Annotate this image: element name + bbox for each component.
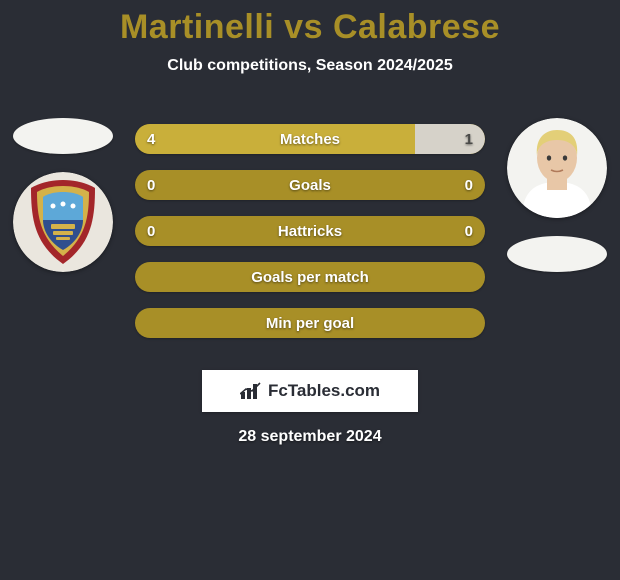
stat-row: Matches4 1 bbox=[135, 124, 485, 154]
bar-chart-icon bbox=[240, 382, 262, 400]
stat-label: Goals per match bbox=[135, 262, 485, 292]
left-player-column bbox=[8, 118, 118, 272]
date-label: 28 september 2024 bbox=[0, 428, 620, 446]
stat-value-left: 0 bbox=[147, 170, 155, 200]
stat-value-right: 0 bbox=[465, 170, 473, 200]
stat-bars: Matches41Goals00Hattricks00Goals per mat… bbox=[135, 124, 485, 354]
left-player-badge bbox=[13, 172, 113, 272]
page-title: Martinelli vs Calabrese bbox=[0, 0, 620, 47]
subtitle: Club competitions, Season 2024/2025 bbox=[0, 57, 620, 75]
stat-row: Goals0 0 bbox=[135, 170, 485, 200]
stat-value-left: 4 bbox=[147, 124, 155, 154]
right-player-photo bbox=[507, 118, 607, 218]
stat-label: Matches bbox=[135, 124, 485, 154]
right-ellipse bbox=[507, 236, 607, 272]
right-player-column bbox=[502, 118, 612, 272]
stat-row: Goals per match bbox=[135, 262, 485, 292]
watermark-text: FcTables.com bbox=[268, 381, 380, 401]
watermark: FcTables.com bbox=[202, 370, 418, 412]
stat-value-right: 0 bbox=[465, 216, 473, 246]
stat-label: Hattricks bbox=[135, 216, 485, 246]
stat-label: Goals bbox=[135, 170, 485, 200]
player-photo-icon bbox=[507, 118, 607, 218]
club-badge-icon bbox=[13, 172, 113, 272]
left-ellipse bbox=[13, 118, 113, 154]
stat-value-left: 0 bbox=[147, 216, 155, 246]
stat-row: Min per goal bbox=[135, 308, 485, 338]
stat-row: Hattricks0 0 bbox=[135, 216, 485, 246]
stat-label: Min per goal bbox=[135, 308, 485, 338]
stat-value-right: 1 bbox=[465, 124, 473, 154]
